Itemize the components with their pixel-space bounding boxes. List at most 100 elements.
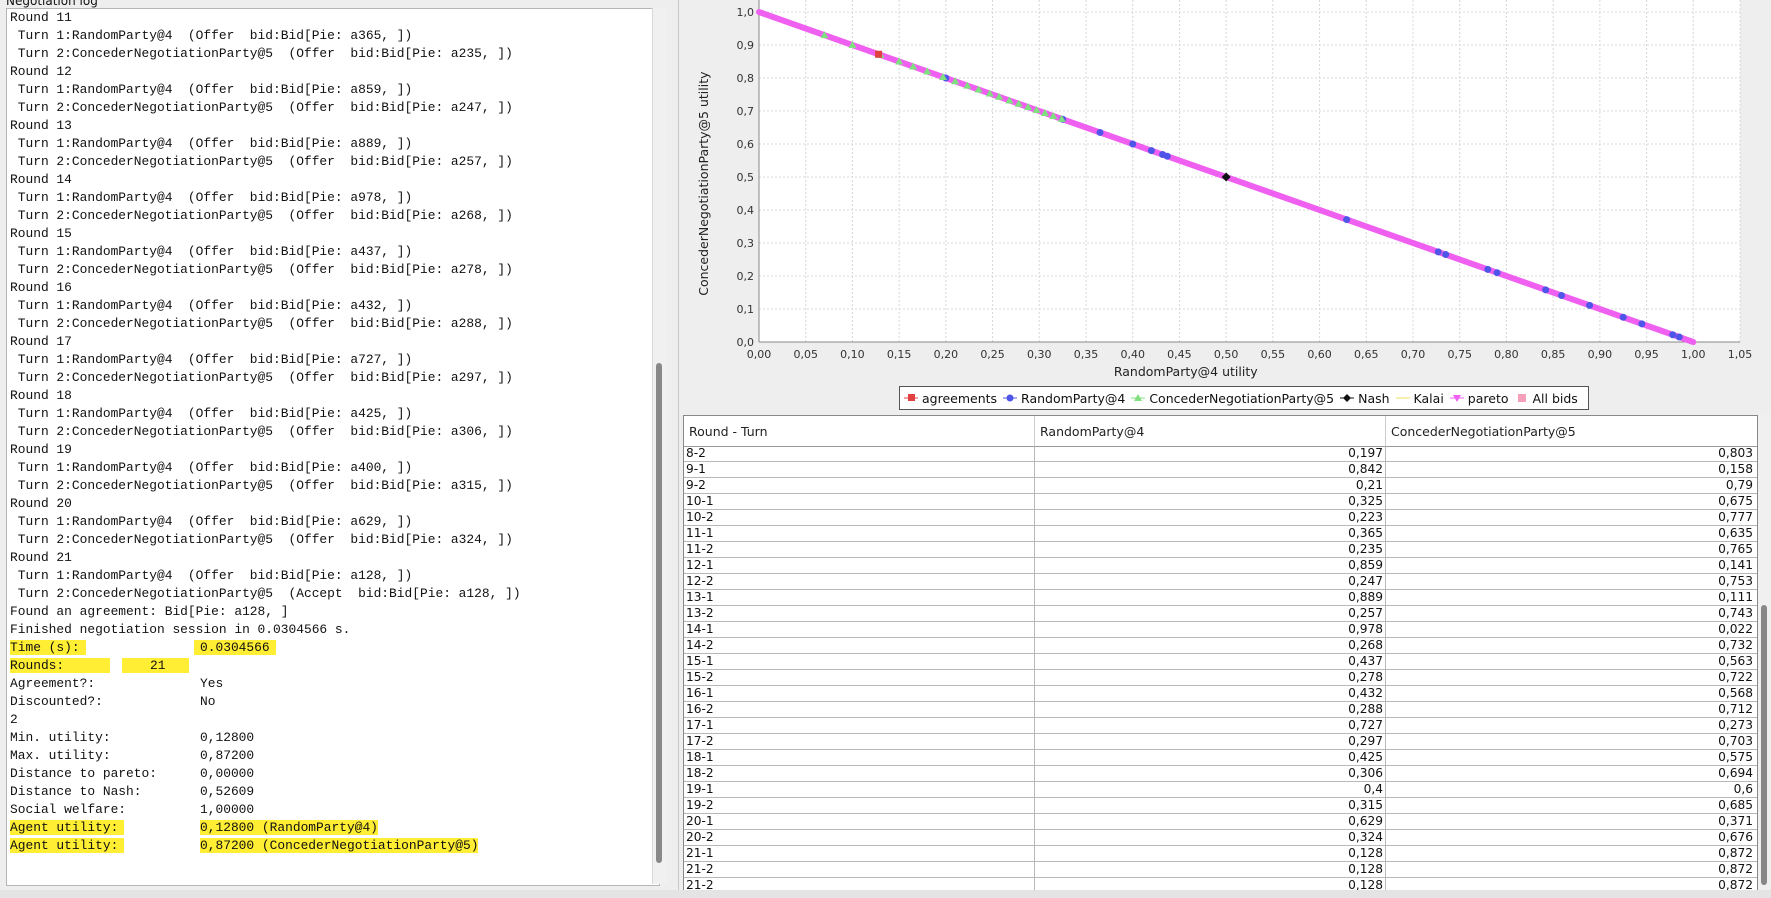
log-scrollbar[interactable]: [652, 8, 667, 884]
conceder-point: [1014, 99, 1023, 107]
legend-item: Nash: [1340, 390, 1390, 406]
randomparty-point: [1442, 251, 1450, 259]
table-row[interactable]: 13-1 0,889 0,111: [684, 590, 1757, 606]
log-line: Round 17: [10, 334, 72, 349]
log-line: Turn 1:RandomParty@4 (Offer bid:Bid[Pie:…: [10, 28, 413, 43]
log-stat-value: 0,12800 (RandomParty@4): [200, 820, 378, 835]
log-text-area[interactable]: Round 11 Turn 1:RandomParty@4 (Offer bid…: [6, 8, 660, 886]
table-scrollbar-thumb[interactable]: [1761, 605, 1767, 885]
table-cell: 0,563: [1718, 654, 1753, 668]
y-tick-label: 0,4: [737, 204, 755, 217]
legend-marker-icon: [904, 394, 918, 401]
table-cell: 0,703: [1718, 734, 1753, 748]
table-row[interactable]: 13-2 0,257 0,743: [684, 606, 1757, 622]
log-stat-line: Agent utility: 0,87200 (ConcederNegotiati…: [10, 837, 521, 855]
table-row[interactable]: 18-1 0,425 0,575: [684, 750, 1757, 766]
negotiation-log-panel: Negotiation log Round 11 Turn 1:RandomPa…: [0, 0, 672, 890]
legend-item: agreements: [904, 391, 997, 406]
table-row[interactable]: 10-1 0,325 0,675: [684, 494, 1757, 510]
table-row[interactable]: 9-2 0,21 0,79: [684, 478, 1757, 494]
legend-item: All bids: [1515, 391, 1578, 406]
log-stat-value: Yes: [200, 676, 224, 691]
table-scrollbar[interactable]: [1758, 415, 1770, 891]
log-line: Finished negotiation session in 0.030456…: [10, 622, 351, 637]
log-line: Round 13: [10, 118, 72, 133]
x-tick-label: 1,00: [1681, 348, 1706, 361]
table-cell: 12-2: [684, 574, 1035, 589]
log-line: Round 20: [10, 496, 72, 511]
plot-background: [759, 0, 1740, 342]
table-row[interactable]: 16-1 0,432 0,568: [684, 686, 1757, 702]
log-scrollbar-thumb[interactable]: [656, 363, 662, 863]
table-cell: 0,722: [1718, 670, 1753, 684]
table-cell: 14-1: [684, 622, 1035, 637]
table-row[interactable]: 19-1 0,4 0,6: [684, 782, 1757, 798]
conceder-point: [1005, 96, 1014, 104]
table-row[interactable]: 12-2 0,247 0,753: [684, 574, 1757, 590]
table-row[interactable]: 9-1 0,842 0,158: [684, 462, 1757, 478]
table-row[interactable]: 10-2 0,223 0,777: [684, 510, 1757, 526]
table-cell: 0,732: [1718, 638, 1753, 652]
conceder-point: [1049, 111, 1058, 119]
utility-table[interactable]: Round - Turn RandomParty@4 ConcederNegot…: [683, 415, 1758, 893]
table-row[interactable]: 8-2 0,197 0,803: [684, 446, 1757, 462]
log-stat-key: Agreement?:: [10, 676, 96, 691]
log-stat-line: Rounds: 21: [10, 657, 521, 675]
utility-chart: 0,00 0,05 0,10 0,15 0,20 0,25 0,30 0,35 0,40 0,45…: [679, 0, 1771, 412]
table-row[interactable]: 15-1 0,437 0,563: [684, 654, 1757, 670]
y-tick-label: 0,8: [737, 72, 755, 85]
table-row[interactable]: 17-1 0,727 0,273: [684, 718, 1757, 734]
table-cell: 0,727: [1035, 718, 1386, 733]
randomparty-point: [1493, 269, 1501, 277]
randomparty-point: [1669, 331, 1677, 339]
legend-item: Kalai: [1395, 390, 1444, 406]
randomparty-point: [1147, 147, 1155, 155]
table-cell: 13-1: [684, 590, 1035, 605]
legend-label: Kalai: [1413, 390, 1444, 406]
log-line: Turn 2:ConcederNegotiationParty@5 (Offer…: [10, 370, 513, 385]
table-row[interactable]: 14-2 0,268 0,732: [684, 638, 1757, 654]
table-cell: 0,324: [1035, 830, 1386, 845]
table-row[interactable]: 15-2 0,278 0,722: [684, 670, 1757, 686]
header-conceder[interactable]: ConcederNegotiationParty@5: [1391, 424, 1576, 439]
table-cell: 17-1: [684, 718, 1035, 733]
table-row[interactable]: 21-1 0,128 0,872: [684, 846, 1757, 862]
table-cell: 8-2: [684, 446, 1035, 461]
table-row[interactable]: 16-2 0,288 0,712: [684, 702, 1757, 718]
table-cell: 19-1: [684, 782, 1035, 797]
x-tick-label: 0,65: [1354, 348, 1379, 361]
table-cell: 0,111: [1718, 590, 1753, 604]
table-row[interactable]: 18-2 0,306 0,694: [684, 766, 1757, 782]
table-row[interactable]: 21-2 0,128 0,872: [684, 862, 1757, 878]
table-row[interactable]: 12-1 0,859 0,141: [684, 558, 1757, 574]
conceder-point: [1057, 114, 1066, 122]
x-tick-label: 0,35: [1074, 348, 1099, 361]
table-cell: 0,685: [1718, 798, 1753, 812]
x-tick-label: 0,05: [793, 348, 818, 361]
header-round-turn[interactable]: Round - Turn: [684, 416, 1035, 446]
y-tick-label: 0,6: [737, 138, 755, 151]
table-cell: 13-2: [684, 606, 1035, 621]
legend-label: Nash: [1358, 390, 1390, 406]
conceder-point: [974, 85, 983, 93]
table-cell: 0,325: [1035, 494, 1386, 509]
log-line: Turn 2:ConcederNegotiationParty@5 (Offer…: [10, 208, 513, 223]
log-line: Turn 2:ConcederNegotiationParty@5 (Offer…: [10, 46, 513, 61]
x-tick-label: 0,80: [1494, 348, 1519, 361]
table-row[interactable]: 11-2 0,235 0,765: [684, 542, 1757, 558]
log-stat-key: Max. utility:: [10, 748, 111, 763]
log-stat-value: 0,87200 (ConcederNegotiationParty@5): [200, 838, 479, 853]
table-row[interactable]: 20-2 0,324 0,676: [684, 830, 1757, 846]
table-cell: 9-1: [684, 462, 1035, 477]
table-row[interactable]: 21-2 0,128 0,872: [684, 878, 1757, 892]
table-cell: 0,128: [1035, 862, 1386, 877]
table-cell: 0,4: [1035, 782, 1386, 797]
table-row[interactable]: 20-1 0,629 0,371: [684, 814, 1757, 830]
log-stat-line: Discounted?: No: [10, 693, 521, 711]
conceder-point: [963, 81, 972, 89]
table-row[interactable]: 17-2 0,297 0,703: [684, 734, 1757, 750]
table-row[interactable]: 11-1 0,365 0,635: [684, 526, 1757, 542]
header-randomparty[interactable]: RandomParty@4: [1035, 416, 1386, 446]
table-row[interactable]: 19-2 0,315 0,685: [684, 798, 1757, 814]
table-row[interactable]: 14-1 0,978 0,022: [684, 622, 1757, 638]
